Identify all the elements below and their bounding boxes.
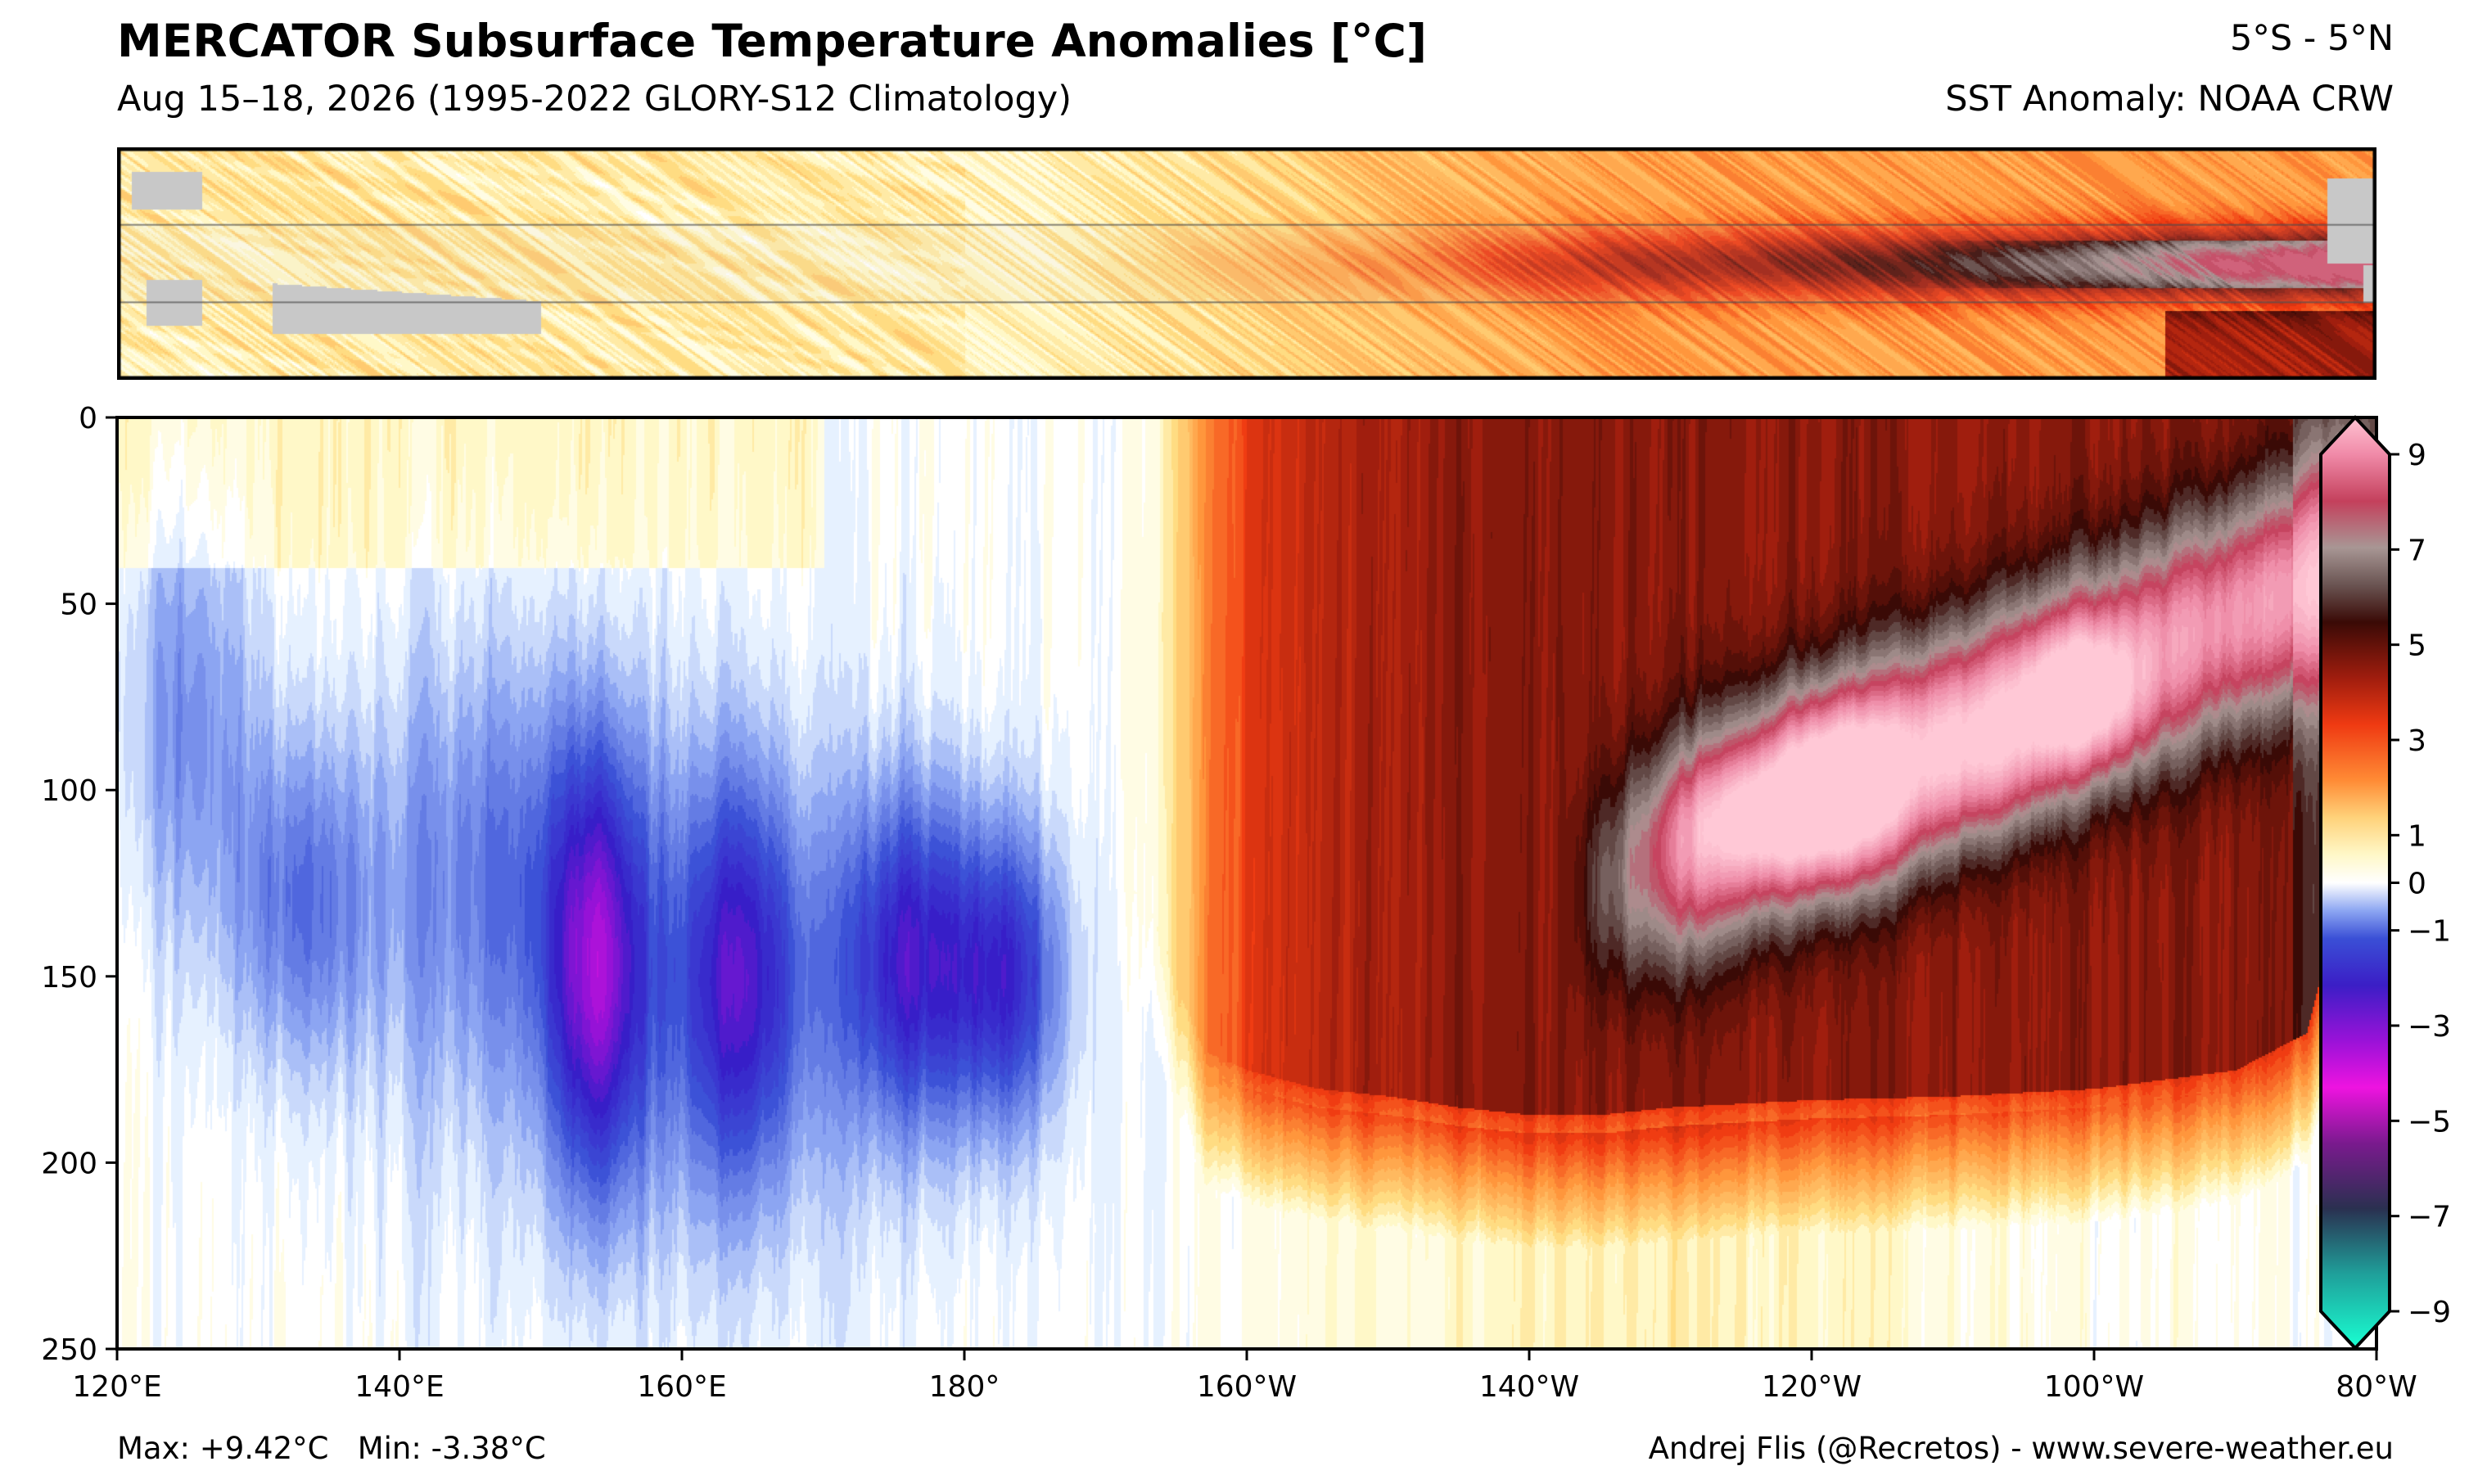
colorbar-tick-label: 9 (2408, 439, 2426, 472)
y-axis: 0 50 100 150 200 250 (41, 402, 117, 1367)
x-tick-label: 120°W (1762, 1370, 1862, 1404)
x-tick-label: 120°E (72, 1370, 161, 1404)
x-tick-label: 180° (929, 1370, 1000, 1404)
colorbar-tick-label: 0 (2408, 868, 2426, 901)
temperature-anomaly-field (117, 417, 2376, 1349)
x-tick-label: 160°W (1197, 1370, 1297, 1404)
sst-source-label: SST Anomaly: NOAA CRW (1945, 79, 2394, 120)
y-tick-label: 50 (60, 589, 97, 622)
colorbar-tick-label: −7 (2408, 1201, 2451, 1234)
max-min-stats: Max: +9.42°C Min: -3.38°C (117, 1431, 546, 1466)
latitude-band-label: 5°S - 5°N (2229, 18, 2394, 59)
x-tick-label: 100°W (2044, 1370, 2144, 1404)
x-tick-label: 160°E (637, 1370, 726, 1404)
colorbar-tick-label: −9 (2408, 1296, 2451, 1329)
x-tick-label: 140°E (354, 1370, 444, 1404)
colorbar-tick-label: −3 (2408, 1010, 2451, 1044)
x-tick-label: 140°W (1479, 1370, 1579, 1404)
colorbar (2319, 415, 2391, 1351)
y-tick-label: 100 (41, 774, 97, 808)
x-tick-label: 80°W (2336, 1370, 2417, 1404)
colorbar-tick-label: 1 (2408, 819, 2426, 853)
y-tick-label: 150 (41, 961, 97, 995)
y-tick-label: 250 (41, 1333, 97, 1367)
colorbar-tick-label: 3 (2408, 724, 2426, 758)
author-credit: Andrej Flis (@Recretos) - www.severe-wea… (1648, 1431, 2394, 1466)
colorbar-tick-label: −5 (2408, 1105, 2451, 1139)
colorbar-tick-label: 5 (2408, 629, 2426, 663)
colorbar-tick-label: 7 (2408, 534, 2426, 567)
colorbar-axis: 9 7 5 3 1 0 −1 −3 −5 −7 −9 (2390, 439, 2451, 1329)
chart-subtitle: Aug 15–18, 2026 (1995-2022 GLORY-S12 Cli… (117, 79, 1072, 120)
colorbar-tick-label: −1 (2408, 915, 2451, 949)
y-tick-label: 200 (41, 1147, 97, 1180)
y-tick-label: 0 (79, 402, 97, 435)
chart-title: MERCATOR Subsurface Temperature Anomalie… (117, 15, 1428, 67)
sst-anomaly-map (117, 147, 2376, 380)
x-axis: 120°E 140°E 160°E 180° 160°W 140°W 120°W 100°W 8… (72, 1349, 2417, 1404)
